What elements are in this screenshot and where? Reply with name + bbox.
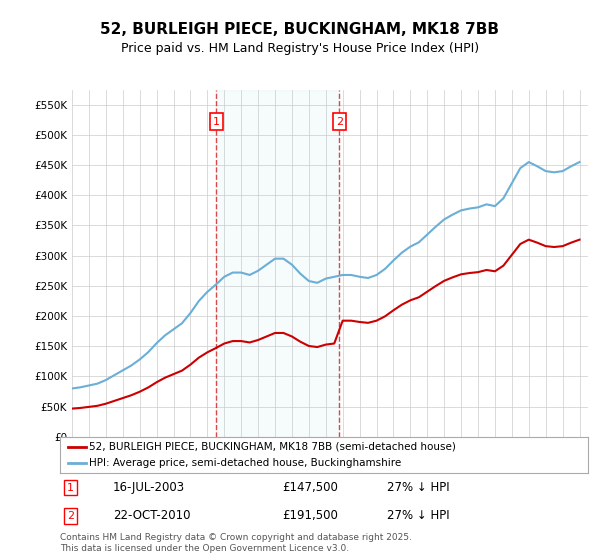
Text: 52, BURLEIGH PIECE, BUCKINGHAM, MK18 7BB (semi-detached house): 52, BURLEIGH PIECE, BUCKINGHAM, MK18 7BB… (89, 442, 456, 452)
Bar (217, 90, 340, 437)
Text: 16-JUL-2003: 16-JUL-2003 (113, 481, 185, 494)
Text: £147,500: £147,500 (282, 481, 338, 494)
Text: 1: 1 (67, 483, 74, 493)
Text: 2: 2 (67, 511, 74, 521)
Text: 27% ↓ HPI: 27% ↓ HPI (388, 481, 450, 494)
Text: 27% ↓ HPI: 27% ↓ HPI (388, 510, 450, 522)
Text: 52, BURLEIGH PIECE, BUCKINGHAM, MK18 7BB: 52, BURLEIGH PIECE, BUCKINGHAM, MK18 7BB (101, 22, 499, 38)
Text: £191,500: £191,500 (282, 510, 338, 522)
Text: HPI: Average price, semi-detached house, Buckinghamshire: HPI: Average price, semi-detached house,… (89, 458, 401, 468)
Text: 22-OCT-2010: 22-OCT-2010 (113, 510, 190, 522)
Text: Price paid vs. HM Land Registry's House Price Index (HPI): Price paid vs. HM Land Registry's House … (121, 42, 479, 55)
Text: Contains HM Land Registry data © Crown copyright and database right 2025.
This d: Contains HM Land Registry data © Crown c… (60, 533, 412, 553)
Text: 2: 2 (336, 117, 343, 127)
Text: 1: 1 (213, 117, 220, 127)
